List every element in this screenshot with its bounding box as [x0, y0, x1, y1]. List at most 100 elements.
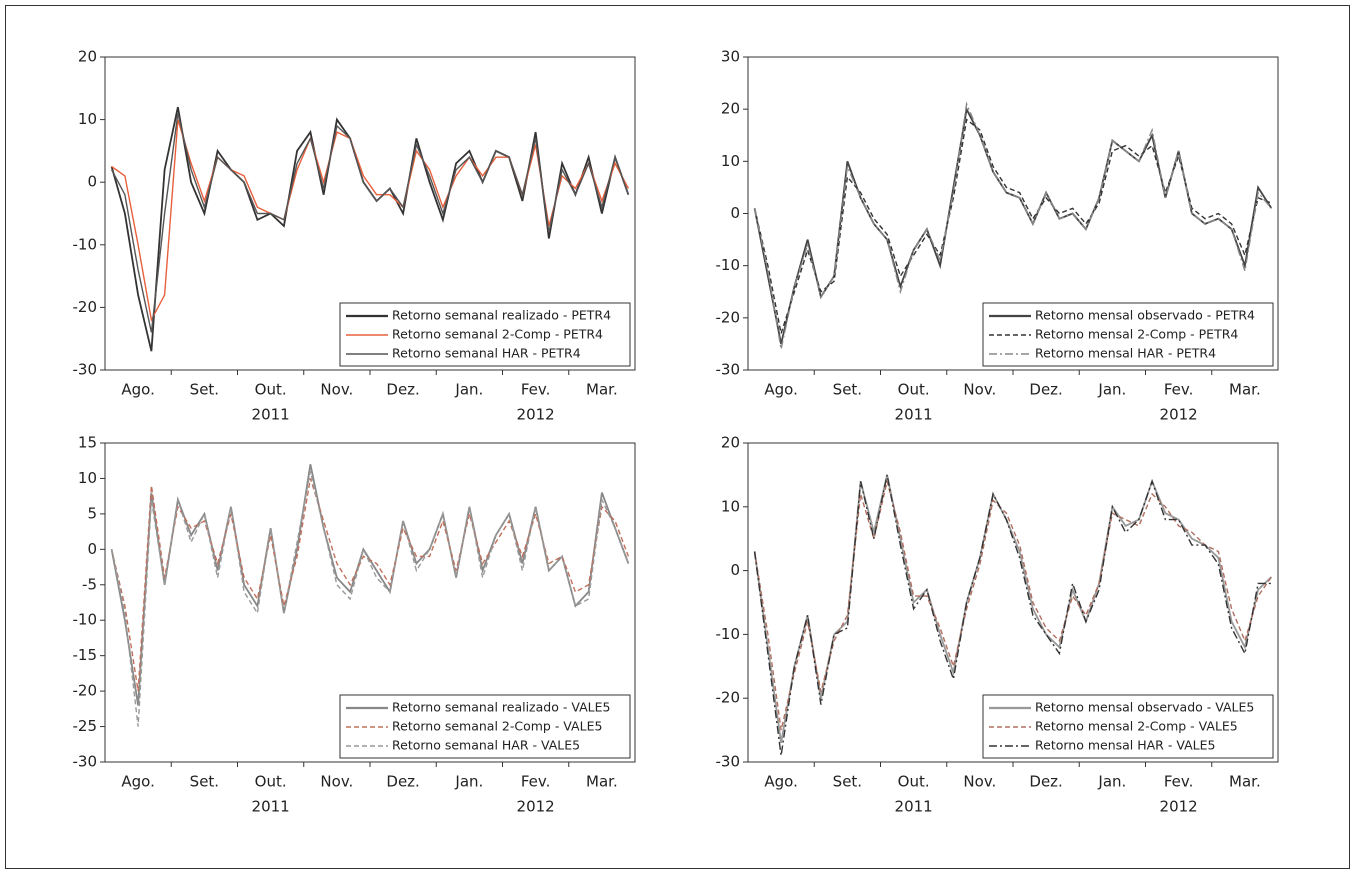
chart-panel: -30 -20 -10 0 10 20 30 Ago. Set. Out. Nov. Dez. Jan.…: [716, 48, 1279, 424]
legend-label: Retorno mensal HAR - VALE5: [1035, 738, 1215, 753]
y-tick-label: 0: [730, 561, 740, 579]
x-tick-label: Mar.: [586, 773, 618, 791]
x-tick-label: Nov.: [320, 381, 353, 399]
plot-frame: [104, 442, 636, 763]
y-tick-label: -5: [82, 575, 97, 593]
x-year-label: 2011: [252, 798, 290, 816]
y-tick-label: 20: [78, 48, 97, 66]
series-line: [110, 113, 630, 333]
legend-box: [982, 694, 1274, 759]
y-tick-label: 10: [78, 469, 97, 487]
x-tick-label: Mar.: [1229, 773, 1261, 791]
chart-panel: -30 -20 -10 0 10 20 Ago. Set. Out. Nov. Dez. Jan. Fe…: [73, 48, 636, 424]
x-tick-label: Fev.: [521, 381, 551, 399]
legend-label: Retorno mensal observado - VALE5: [1035, 700, 1254, 715]
y-tick-label: 0: [730, 204, 740, 222]
legend-box: [339, 302, 631, 367]
legend-label: Retorno semanal realizado - PETR4: [392, 308, 611, 323]
x-tick-label: Out.: [898, 381, 930, 399]
plot-frame: [747, 442, 1279, 763]
series-line: [753, 481, 1272, 731]
x-tick-label: Ago.: [764, 381, 797, 399]
x-tick-label: Dez.: [1029, 773, 1062, 791]
x-tick-label: Dez.: [1029, 381, 1062, 399]
y-tick-label: -10: [73, 611, 98, 629]
legend-label: Retorno mensal 2-Comp - VALE5: [1035, 719, 1238, 734]
chart-panel: -30 -25 -20 -15 -10 -5 0 5 10 15 Ago. Set. Out. Nov. D…: [73, 434, 636, 816]
y-tick-label: -20: [716, 308, 741, 326]
legend-label: Retorno mensal HAR - PETR4: [1035, 346, 1216, 361]
x-tick-label: Fev.: [521, 773, 551, 791]
x-tick-label: Nov.: [320, 773, 353, 791]
legend: Retorno mensal observado - PETR4 Retorno …: [982, 302, 1274, 367]
y-tick-label: 10: [721, 497, 740, 515]
legend: Retorno semanal realizado - VALE5 Retorno…: [339, 694, 631, 759]
x-tick-label: Fev.: [1164, 381, 1194, 399]
series-line: [110, 478, 630, 692]
plot-frame: [747, 56, 1279, 371]
x-tick-label: Jan.: [454, 773, 483, 791]
y-tick-label: 5: [87, 504, 97, 522]
series-line: [753, 474, 1272, 756]
y-tick-label: -10: [73, 235, 98, 253]
y-tick-label: -30: [716, 753, 741, 771]
y-tick-label: -30: [716, 361, 741, 379]
y-tick-label: -15: [73, 646, 98, 664]
y-tick-label: 15: [78, 434, 97, 452]
x-tick-label: Set.: [190, 773, 219, 791]
chart-panel: -30 -20 -10 0 10 20 Ago. Set. Out. Nov. Dez. Jan. Fe…: [716, 434, 1279, 816]
legend-label: Retorno semanal realizado - VALE5: [392, 700, 610, 715]
x-tick-label: Mar.: [586, 381, 618, 399]
y-tick-label: -25: [73, 717, 98, 735]
y-tick-label: -30: [73, 753, 98, 771]
x-tick-label: Ago.: [764, 773, 797, 791]
legend-box: [982, 302, 1274, 367]
legend: Retorno mensal observado - VALE5 Retorno …: [982, 694, 1274, 759]
x-year-label: 2012: [1160, 798, 1198, 816]
x-tick-label: Fev.: [1164, 773, 1194, 791]
x-tick-label: Nov.: [963, 773, 996, 791]
x-tick-label: Mar.: [1229, 381, 1261, 399]
legend-label: Retorno semanal HAR - VALE5: [392, 738, 580, 753]
series-line: [110, 464, 630, 706]
y-tick-label: 0: [87, 173, 97, 191]
y-tick-label: 20: [721, 100, 740, 118]
series-line: [753, 101, 1272, 350]
legend: Retorno semanal realizado - PETR4 Retorno…: [339, 302, 631, 367]
legend-label: Retorno mensal observado - PETR4: [1035, 308, 1255, 323]
x-tick-label: Out.: [255, 773, 287, 791]
y-tick-label: -20: [716, 689, 741, 707]
x-tick-label: Nov.: [963, 381, 996, 399]
y-tick-label: -30: [73, 361, 98, 379]
legend-label: Retorno semanal 2-Comp - VALE5: [392, 719, 602, 734]
x-tick-label: Jan.: [1097, 773, 1126, 791]
y-tick-label: -20: [73, 298, 98, 316]
legend-label: Retorno semanal 2-Comp - PETR4: [392, 327, 603, 342]
y-tick-label: 30: [721, 48, 740, 66]
x-tick-label: Out.: [255, 381, 287, 399]
plot-frame: [104, 56, 636, 371]
x-year-label: 2012: [517, 406, 555, 424]
y-tick-label: 0: [87, 540, 97, 558]
x-tick-label: Set.: [833, 773, 862, 791]
x-tick-label: Set.: [190, 381, 219, 399]
x-tick-label: Ago.: [121, 773, 154, 791]
y-tick-label: 10: [78, 110, 97, 128]
series-line: [753, 118, 1272, 334]
x-year-label: 2011: [252, 406, 290, 424]
x-tick-label: Out.: [898, 773, 930, 791]
x-tick-label: Ago.: [121, 381, 154, 399]
x-tick-label: Dez.: [386, 381, 419, 399]
x-year-label: 2011: [895, 798, 933, 816]
legend-label: Retorno mensal 2-Comp - PETR4: [1035, 327, 1238, 342]
x-tick-label: Dez.: [386, 773, 419, 791]
y-tick-label: 10: [721, 152, 740, 170]
x-year-label: 2012: [517, 798, 555, 816]
y-tick-label: 20: [721, 434, 740, 452]
series-line: [110, 471, 630, 727]
x-tick-label: Jan.: [1097, 381, 1126, 399]
y-tick-label: -10: [716, 256, 741, 274]
x-year-label: 2012: [1160, 406, 1198, 424]
x-tick-label: Jan.: [454, 381, 483, 399]
y-tick-label: -20: [73, 682, 98, 700]
